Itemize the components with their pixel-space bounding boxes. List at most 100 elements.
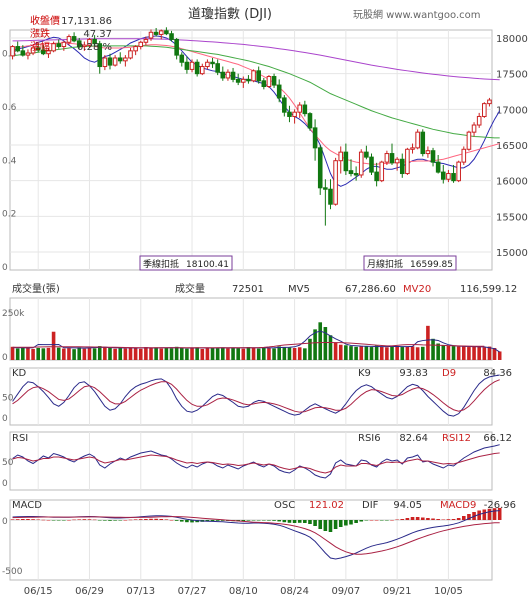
macd-osc-bar	[456, 518, 461, 520]
rsi-summary-value: 66.12	[483, 433, 512, 444]
candle-body	[225, 71, 231, 79]
candle-body	[112, 57, 118, 66]
candle-body	[405, 148, 410, 175]
candle-body	[117, 57, 123, 62]
volume-tick: 0	[2, 353, 8, 363]
kd-summary-label: K9	[358, 368, 371, 379]
macd-osc-bar	[97, 520, 102, 521]
volume-bar	[118, 348, 123, 360]
info-label: 漲幅	[30, 40, 50, 53]
volume-bar	[221, 347, 225, 360]
volume-bar	[31, 348, 35, 360]
candle-body	[194, 61, 200, 75]
macd-osc-bar	[51, 520, 56, 521]
volume-bar	[46, 347, 51, 360]
candle-body	[20, 50, 26, 56]
kd-line-k9	[12, 374, 500, 417]
macd-osc-bar	[287, 520, 292, 523]
volume-bar	[344, 345, 348, 360]
macd-osc-bar	[328, 520, 333, 532]
price-tick-label: 15000	[496, 248, 528, 259]
candle-body	[164, 30, 169, 35]
macd-osc-bar	[262, 520, 266, 521]
macd-osc-bar	[215, 520, 220, 521]
volume-bar	[226, 348, 230, 360]
candle-body	[107, 57, 113, 66]
volume-bar	[21, 347, 25, 360]
price-panel-frame	[9, 29, 493, 271]
macd-osc-bar	[308, 520, 312, 524]
macd-osc-bar	[487, 508, 492, 520]
volume-bar	[287, 347, 292, 360]
macd-osc-bar	[385, 520, 389, 521]
macd-summary-label: OSC	[274, 500, 295, 511]
volume-bar	[113, 348, 117, 360]
macd-osc-bar	[441, 519, 446, 520]
candle-body	[451, 173, 456, 182]
macd-osc-bar	[405, 518, 410, 520]
macd-osc-bar	[282, 520, 287, 523]
volume-bar	[441, 345, 446, 360]
date-tick-label: 07/13	[126, 586, 155, 597]
candle-body	[184, 61, 190, 70]
candle-body	[205, 61, 210, 68]
macd-osc-bar	[492, 508, 497, 520]
candle-body	[461, 148, 467, 163]
macd-osc-bar	[149, 518, 153, 520]
candle-body	[487, 99, 492, 105]
candle-body	[215, 63, 220, 73]
rsi-line-rsi12	[12, 452, 500, 474]
volume-bar	[374, 345, 379, 360]
volume-bar	[77, 347, 82, 360]
kd-title: KD	[12, 368, 27, 379]
candle-body	[10, 46, 15, 57]
price-tick-label: 17000	[496, 105, 528, 116]
date-tick-label: 09/07	[331, 586, 360, 597]
candle-body	[266, 76, 272, 88]
volume-bar	[477, 346, 481, 360]
candle-body	[430, 150, 436, 163]
volume-bar	[210, 347, 215, 360]
volume-bar	[128, 347, 133, 360]
volume-bar	[36, 347, 40, 360]
date-tick-label: 08/10	[229, 586, 258, 597]
volume-bar	[103, 346, 107, 360]
macd-osc-bar	[113, 520, 117, 521]
candle-body	[133, 46, 138, 52]
kd-panel-frame	[9, 367, 493, 426]
macd-osc-bar	[400, 519, 405, 520]
deduction-annotation-box	[363, 255, 457, 271]
candle-body	[76, 40, 82, 48]
volume-bar	[138, 348, 143, 360]
ma-line-ma20	[12, 42, 500, 165]
volume-bar	[144, 347, 148, 360]
macd-osc-bar	[292, 520, 297, 523]
candle-body	[235, 78, 241, 83]
volume-bar	[174, 346, 179, 360]
volume-bar	[308, 338, 312, 360]
volume-bar	[246, 347, 251, 360]
macd-osc-bar	[138, 519, 143, 520]
candle-body	[440, 171, 446, 180]
candle-body	[389, 153, 395, 164]
volume-bar	[354, 346, 358, 360]
price-tick-label: 16000	[496, 177, 528, 188]
macd-tick: -500	[2, 567, 23, 577]
macd-osc-bar	[467, 514, 471, 520]
macd-osc-bar	[379, 520, 384, 521]
candle-body	[256, 70, 261, 82]
candle-body	[446, 173, 451, 180]
candle-body	[276, 84, 282, 99]
deduction-label: 月線扣抵	[367, 258, 403, 270]
kd-summary-label: D9	[442, 368, 456, 379]
macd-osc-bar	[123, 520, 128, 521]
volume-bar	[123, 348, 128, 360]
macd-osc-bar	[174, 520, 179, 521]
volume-bar	[67, 348, 71, 360]
price-tick-label: 18000	[496, 34, 528, 45]
macd-osc-bar	[190, 520, 194, 523]
macd-osc-bar	[482, 509, 487, 520]
macd-summary-value: 94.05	[393, 500, 422, 511]
